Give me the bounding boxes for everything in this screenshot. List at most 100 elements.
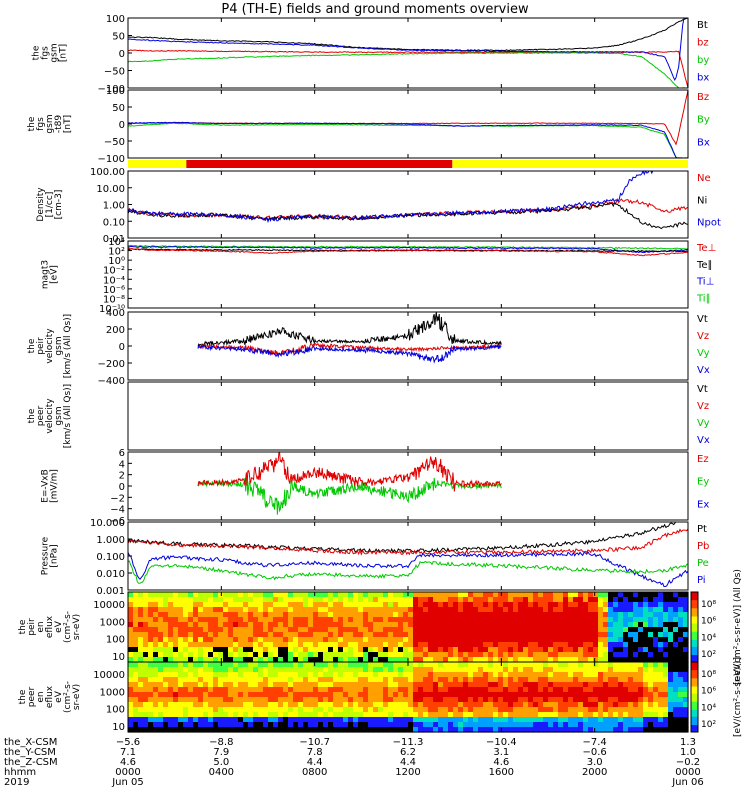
heatmap-cell xyxy=(568,597,574,603)
heatmap-cell xyxy=(673,687,679,693)
heatmap-cell xyxy=(298,697,304,703)
colorbar-cell xyxy=(691,658,698,661)
heatmap-cell xyxy=(308,642,314,648)
heatmap-cell xyxy=(393,642,399,648)
heatmap-cell xyxy=(593,687,599,693)
heatmap-cell xyxy=(538,607,544,613)
heatmap-cell xyxy=(578,662,584,668)
heatmap-cell xyxy=(263,612,269,618)
heatmap-cell xyxy=(303,692,309,698)
heatmap-cell xyxy=(543,617,549,623)
heatmap-cell xyxy=(618,617,624,623)
heatmap-cell xyxy=(588,647,594,653)
heatmap-cell xyxy=(543,722,549,728)
heatmap-cell xyxy=(288,647,294,653)
heatmap-cell xyxy=(208,622,214,628)
heatmap-cell xyxy=(628,662,634,668)
heatmap-cell xyxy=(343,647,349,653)
heatmap-cell xyxy=(253,712,259,718)
heatmap-cell xyxy=(398,592,404,598)
heatmap-cell xyxy=(508,702,514,708)
heatmap-cell xyxy=(563,687,569,693)
heatmap-cell xyxy=(303,602,309,608)
heatmap-cell xyxy=(278,712,284,718)
heatmap-cell xyxy=(383,627,389,633)
heatmap-cell xyxy=(548,597,554,603)
heatmap-cell xyxy=(603,657,609,663)
heatmap-cell xyxy=(668,682,674,688)
heatmap-cell xyxy=(613,602,619,608)
heatmap-cell xyxy=(503,682,509,688)
heatmap-cell xyxy=(343,607,349,613)
heatmap-cell xyxy=(528,662,534,668)
heatmap-cell xyxy=(303,612,309,618)
heatmap-cell xyxy=(433,667,439,673)
heatmap-cell xyxy=(213,682,219,688)
heatmap-cell xyxy=(233,697,239,703)
heatmap-cell xyxy=(213,717,219,723)
heatmap-cell xyxy=(158,617,164,623)
colorbar-cell xyxy=(691,646,698,649)
heatmap-cell xyxy=(438,707,444,713)
heatmap-cell xyxy=(553,647,559,653)
heatmap-cell xyxy=(278,607,284,613)
heatmap-cell xyxy=(488,677,494,683)
heatmap-cell xyxy=(398,607,404,613)
heatmap-cell xyxy=(378,647,384,653)
heatmap-cell xyxy=(333,687,339,693)
heatmap-cell xyxy=(373,592,379,598)
heatmap-cell xyxy=(603,592,609,598)
heatmap-cell xyxy=(403,632,409,638)
heatmap-cell xyxy=(283,612,289,618)
heatmap-cell xyxy=(223,602,229,608)
heatmap-cell xyxy=(483,722,489,728)
heatmap-cell xyxy=(488,727,494,733)
heatmap-cell xyxy=(403,647,409,653)
heatmap-cell xyxy=(603,642,609,648)
heatmap-cell xyxy=(323,627,329,633)
heatmap-cell xyxy=(148,617,154,623)
heatmap-cell xyxy=(583,712,589,718)
heatmap-cell xyxy=(508,667,514,673)
heatmap-cell xyxy=(558,592,564,598)
heatmap-cell xyxy=(558,667,564,673)
heatmap-cell xyxy=(463,672,469,678)
heatmap-cell xyxy=(393,722,399,728)
heatmap-cell xyxy=(198,652,204,658)
heatmap-cell xyxy=(378,697,384,703)
heatmap-cell xyxy=(233,677,239,683)
heatmap-cell xyxy=(448,707,454,713)
heatmap-cell xyxy=(428,597,434,603)
heatmap-cell xyxy=(158,632,164,638)
heatmap-cell xyxy=(628,617,634,623)
heatmap-cell xyxy=(583,647,589,653)
heatmap-cell xyxy=(518,597,524,603)
colorbar-cell xyxy=(691,651,698,654)
heatmap-cell xyxy=(163,637,169,643)
heatmap-cell xyxy=(588,657,594,663)
heatmap-cell xyxy=(403,707,409,713)
heatmap-cell xyxy=(653,722,659,728)
heatmap-cell xyxy=(418,627,424,633)
heatmap-cell xyxy=(483,607,489,613)
heatmap-cell xyxy=(513,682,519,688)
heatmap-cell xyxy=(168,657,174,663)
heatmap-cell xyxy=(628,707,634,713)
heatmap-cell xyxy=(348,662,354,668)
heatmap-cell xyxy=(578,592,584,598)
heatmap-cell xyxy=(543,607,549,613)
heatmap-cell xyxy=(368,652,374,658)
heatmap-cell xyxy=(638,657,644,663)
heatmap-cell xyxy=(508,637,514,643)
heatmap-cell xyxy=(678,677,684,683)
colorbar-cell xyxy=(691,715,698,718)
heatmap-cell xyxy=(683,632,689,638)
heatmap-cell xyxy=(478,642,484,648)
heatmap-cell xyxy=(608,612,614,618)
heatmap-cell xyxy=(383,642,389,648)
heatmap-cell xyxy=(133,602,139,608)
heatmap-cell xyxy=(618,642,624,648)
heatmap-cell xyxy=(203,672,209,678)
heatmap-cell xyxy=(323,637,329,643)
heatmap-cell xyxy=(213,632,219,638)
